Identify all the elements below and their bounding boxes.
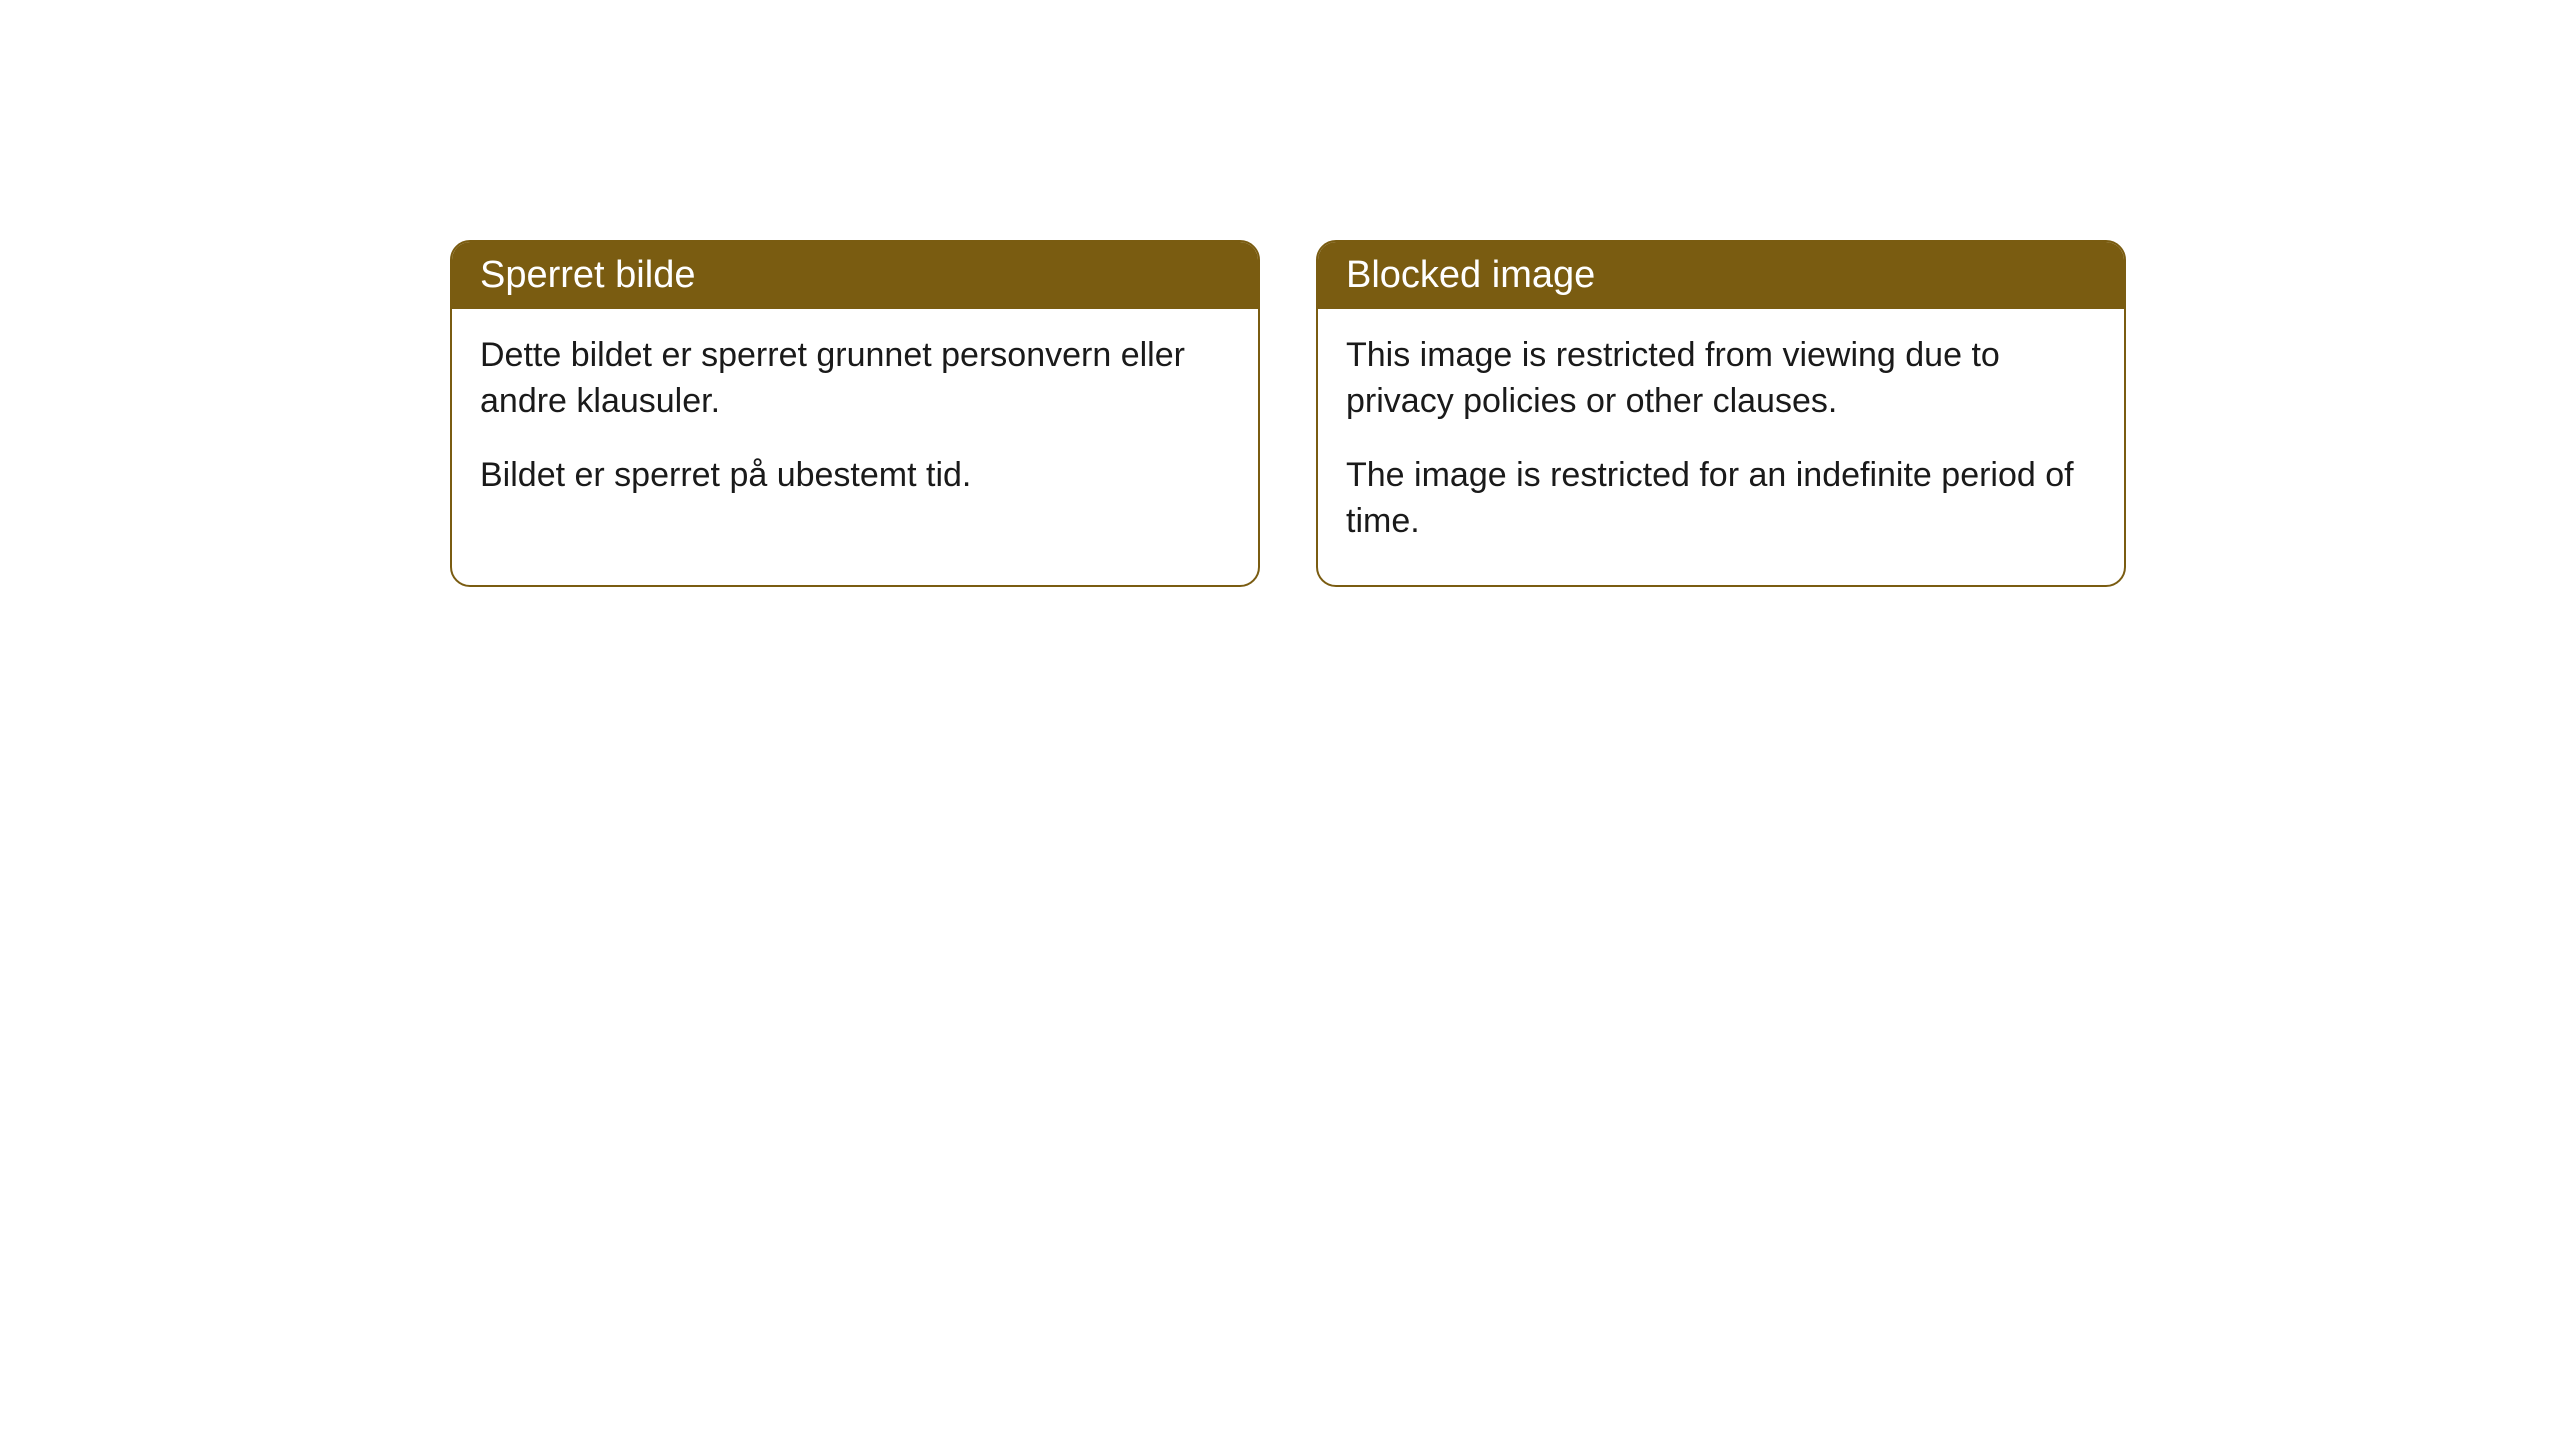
card-title: Sperret bilde <box>452 242 1258 309</box>
blocked-image-card-norwegian: Sperret bilde Dette bildet er sperret gr… <box>450 240 1260 587</box>
card-body: This image is restricted from viewing du… <box>1318 309 2124 585</box>
card-paragraph: The image is restricted for an indefinit… <box>1346 453 2096 545</box>
card-title: Blocked image <box>1318 242 2124 309</box>
card-paragraph: Bildet er sperret på ubestemt tid. <box>480 453 1230 499</box>
card-body: Dette bildet er sperret grunnet personve… <box>452 309 1258 539</box>
blocked-image-card-english: Blocked image This image is restricted f… <box>1316 240 2126 587</box>
card-paragraph: This image is restricted from viewing du… <box>1346 333 2096 425</box>
card-paragraph: Dette bildet er sperret grunnet personve… <box>480 333 1230 425</box>
notice-cards-container: Sperret bilde Dette bildet er sperret gr… <box>0 0 2560 587</box>
